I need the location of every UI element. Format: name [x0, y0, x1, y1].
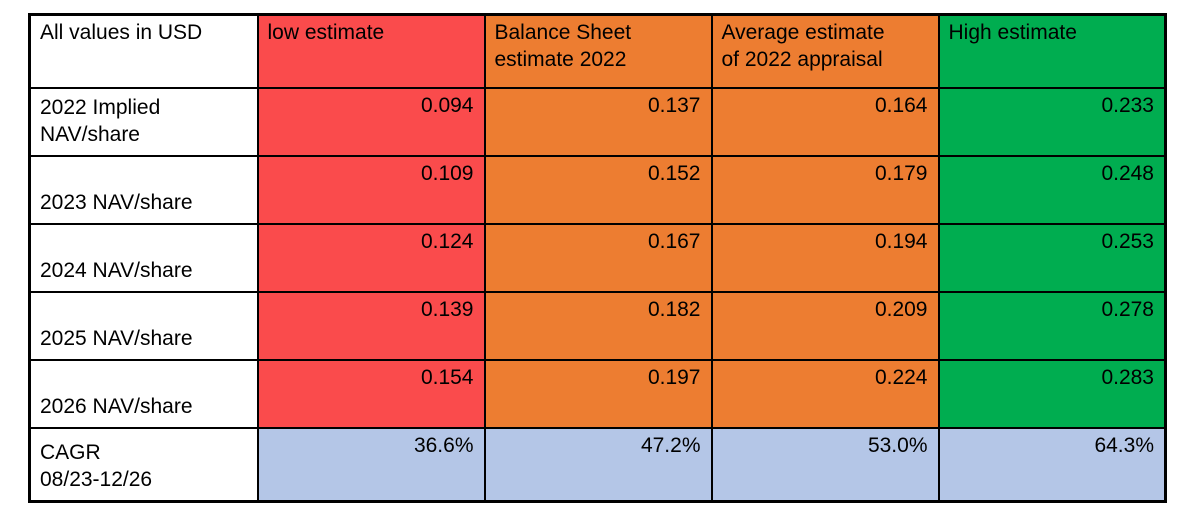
header-high-estimate: High estimate [937, 13, 1167, 89]
cell-value: 0.167 [483, 223, 713, 293]
table-row-2024: 2024 NAV/share 0.124 0.167 0.194 0.253 [28, 223, 1167, 293]
cell-value: 0.124 [256, 223, 486, 293]
row-label: 2026 NAV/share [28, 359, 259, 429]
cell-value: 47.2% [483, 427, 713, 503]
cell-value: 0.209 [710, 291, 940, 361]
cell-value: 0.094 [256, 87, 486, 157]
row-label: CAGR 08/23-12/26 [28, 427, 259, 503]
cell-value: 0.194 [710, 223, 940, 293]
cell-value: 0.182 [483, 291, 713, 361]
cell-value: 0.164 [710, 87, 940, 157]
cell-value: 0.152 [483, 155, 713, 225]
row-label: 2024 NAV/share [28, 223, 259, 293]
cell-value: 0.224 [710, 359, 940, 429]
cell-value: 0.253 [937, 223, 1167, 293]
cell-value: 0.137 [483, 87, 713, 157]
cell-value: 0.233 [937, 87, 1167, 157]
cell-value: 0.283 [937, 359, 1167, 429]
cell-value: 64.3% [937, 427, 1167, 503]
header-average-estimate: Average estimate of 2022 appraisal [710, 13, 940, 89]
nav-estimates-table: All values in USD low estimate Balance S… [28, 13, 1167, 503]
table-row-2022: 2022 Implied NAV/share 0.094 0.137 0.164… [28, 87, 1167, 157]
cell-value: 0.248 [937, 155, 1167, 225]
cell-value: 0.197 [483, 359, 713, 429]
corner-header-cell: All values in USD [28, 13, 259, 89]
cell-value: 0.109 [256, 155, 486, 225]
header-row: All values in USD low estimate Balance S… [28, 13, 1167, 89]
table-row-2025: 2025 NAV/share 0.139 0.182 0.209 0.278 [28, 291, 1167, 361]
cell-value: 53.0% [710, 427, 940, 503]
table-row-2023: 2023 NAV/share 0.109 0.152 0.179 0.248 [28, 155, 1167, 225]
cell-value: 0.154 [256, 359, 486, 429]
header-balance-sheet-estimate: Balance Sheet estimate 2022 [483, 13, 713, 89]
cell-value: 36.6% [256, 427, 486, 503]
cell-value: 0.179 [710, 155, 940, 225]
row-label: 2022 Implied NAV/share [28, 87, 259, 157]
row-label: 2025 NAV/share [28, 291, 259, 361]
cell-value: 0.139 [256, 291, 486, 361]
cell-value: 0.278 [937, 291, 1167, 361]
table-row-cagr: CAGR 08/23-12/26 36.6% 47.2% 53.0% 64.3% [28, 427, 1167, 503]
table-row-2026: 2026 NAV/share 0.154 0.197 0.224 0.283 [28, 359, 1167, 429]
header-low-estimate: low estimate [256, 13, 486, 89]
row-label: 2023 NAV/share [28, 155, 259, 225]
